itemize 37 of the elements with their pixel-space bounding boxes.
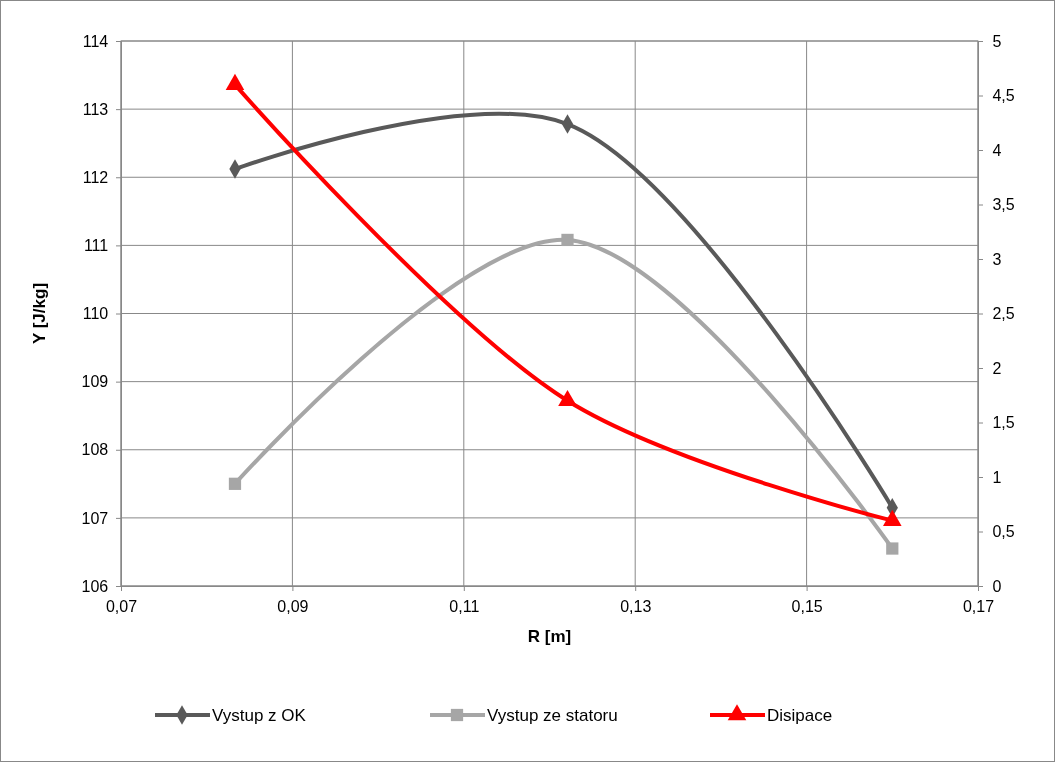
y-tick-label: 110: [82, 305, 109, 323]
x-tick-label: 0,09: [277, 597, 309, 615]
x-tick-label: 0,13: [620, 597, 652, 615]
point: [228, 477, 242, 490]
y-axis-title: Y [J/kg]: [30, 282, 49, 345]
x-tick-label: 0,15: [791, 597, 823, 615]
point: [886, 542, 899, 555]
y2-tick-label: 0: [992, 577, 1002, 595]
point: [882, 509, 902, 526]
y-tick-label: 109: [81, 373, 109, 391]
y-tick-label: 107: [81, 509, 109, 527]
y-tick-label: 112: [82, 168, 109, 186]
y2-tick-label: 1: [992, 468, 1002, 486]
y2-tick-label: 0,5: [992, 523, 1015, 541]
legend-label: Vystup z OK: [212, 706, 307, 725]
x-tick-label: 0,11: [449, 597, 480, 615]
x-tick-label: 0,17: [962, 597, 995, 615]
point: [561, 233, 574, 247]
y-tick-label: 111: [83, 236, 109, 254]
y2-tick-label: 3: [992, 250, 1002, 268]
y2-tick-label: 5: [992, 32, 1002, 50]
y2-tick-label: 4: [992, 141, 1002, 159]
y-tick-label: 113: [82, 100, 109, 118]
point: [225, 73, 245, 90]
y2-tick-label: 2: [992, 359, 1002, 377]
x-tick-label: 0,07: [105, 597, 138, 615]
y2-tick-label: 1,5: [992, 414, 1015, 432]
y2-tick-label: 2,5: [992, 305, 1015, 323]
y-tick-label: 106: [81, 577, 109, 595]
legend-label: Disipace: [767, 706, 833, 725]
y-tick-label: 108: [81, 441, 109, 459]
y2-tick-label: 4,5: [992, 87, 1015, 105]
legend-label: Vystup ze statoru: [487, 706, 618, 725]
x-axis-title: R [m]: [527, 627, 572, 646]
y-tick-label: 114: [82, 32, 109, 50]
point: [558, 389, 577, 407]
y2-tick-label: 3,5: [992, 196, 1015, 214]
